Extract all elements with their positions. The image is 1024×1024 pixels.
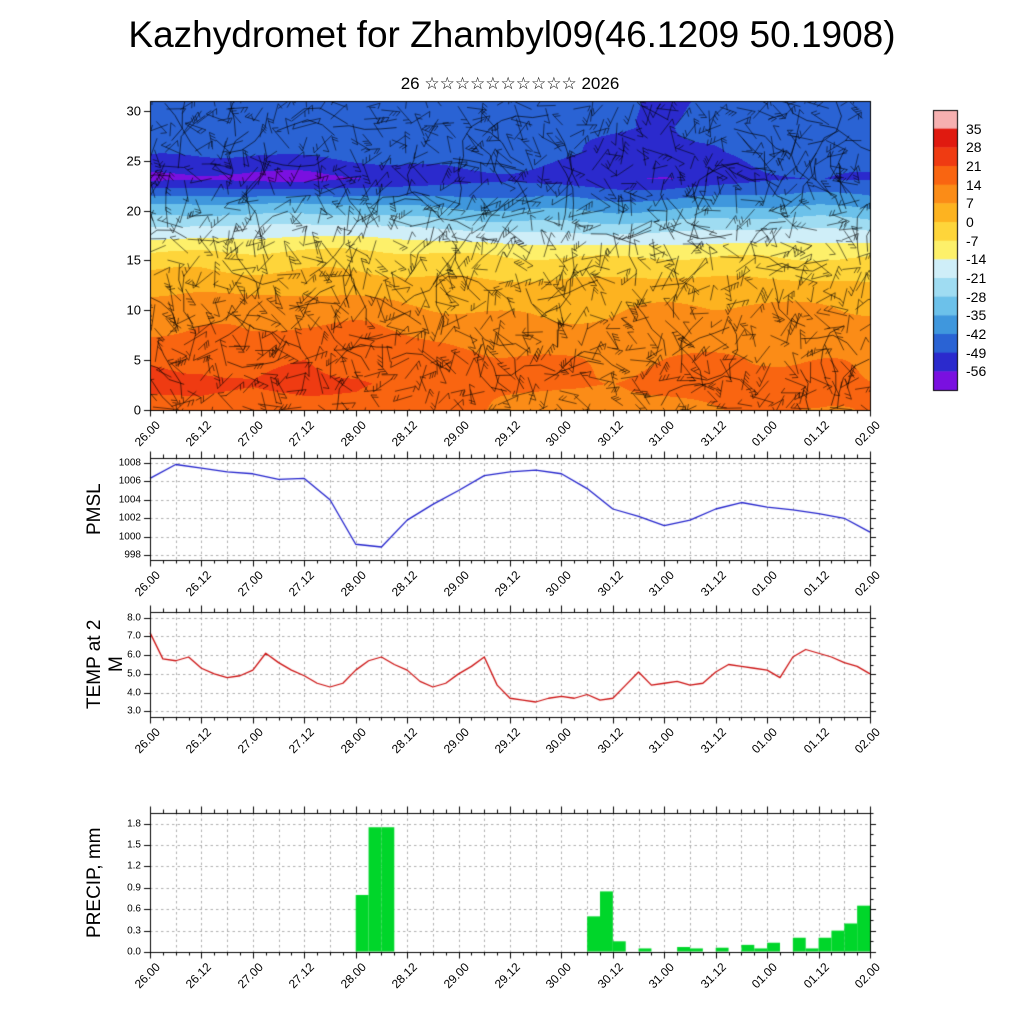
colorbar-tick-label: -49 bbox=[966, 344, 987, 361]
y-tick-label: 1004 bbox=[118, 494, 141, 506]
y-tick-label: 8.0 bbox=[127, 612, 141, 624]
colorbar-tick-label: 14 bbox=[966, 176, 982, 193]
colorbar-tick-label: -42 bbox=[966, 326, 987, 342]
y-tick-label: 1000 bbox=[118, 531, 141, 543]
y-tick-label: 1006 bbox=[118, 475, 141, 487]
colorbar-tick-label: 35 bbox=[966, 120, 982, 137]
y-tick-label: 0.3 bbox=[127, 925, 141, 937]
y-tick-label: 15 bbox=[126, 252, 141, 268]
page-title: Kazhydromet for Zhambyl09(46.1209 50.190… bbox=[128, 14, 896, 55]
colorbar-tick-label: -28 bbox=[966, 288, 987, 305]
precip-axis-label: PRECIP, mm bbox=[84, 827, 105, 938]
y-tick-label: 0.0 bbox=[127, 946, 141, 958]
y-tick-label: 0.6 bbox=[127, 903, 141, 915]
y-tick-label: 1.5 bbox=[127, 839, 141, 851]
y-tick-label: 4.0 bbox=[127, 687, 141, 699]
y-tick-label: 1.8 bbox=[127, 818, 141, 830]
colorbar-tick-label: 21 bbox=[966, 158, 982, 174]
y-tick-label: 20 bbox=[126, 203, 141, 219]
colorbar-tick-label: -35 bbox=[966, 307, 987, 324]
y-tick-label: 1008 bbox=[118, 457, 141, 469]
y-tick-label: 5.0 bbox=[127, 668, 141, 680]
y-tick-label: 6.0 bbox=[127, 649, 141, 661]
y-tick-label: 10 bbox=[126, 302, 141, 318]
y-tick-label: 7.0 bbox=[127, 630, 141, 642]
y-tick-label: 0.9 bbox=[127, 882, 141, 894]
y-tick-label: 5 bbox=[133, 352, 141, 368]
y-tick-label: 1002 bbox=[118, 512, 141, 524]
y-tick-label: 30 bbox=[126, 103, 141, 119]
colorbar-tick-label: -21 bbox=[966, 270, 987, 286]
colorbar-tick-label: 0 bbox=[966, 214, 974, 230]
temp2m-axis-label: TEMP at 2 M bbox=[84, 619, 127, 710]
colorbar-tick-label: -14 bbox=[966, 251, 987, 268]
cross-section-title: 26 ☆☆☆☆☆☆☆☆☆☆ 2026 bbox=[400, 74, 620, 93]
y-tick-label: 1.2 bbox=[127, 860, 141, 872]
colorbar-tick-label: 28 bbox=[966, 139, 982, 156]
colorbar-tick-label: 7 bbox=[966, 195, 974, 212]
pmsl-axis-label: PMSL bbox=[84, 483, 105, 535]
colorbar-tick-label: -56 bbox=[966, 363, 987, 380]
y-tick-label: 998 bbox=[124, 549, 141, 561]
y-tick-label: 0 bbox=[133, 402, 141, 418]
colorbar-tick-label: -7 bbox=[966, 232, 979, 249]
y-tick-label: 25 bbox=[126, 153, 141, 169]
y-tick-label: 3.0 bbox=[127, 705, 141, 717]
